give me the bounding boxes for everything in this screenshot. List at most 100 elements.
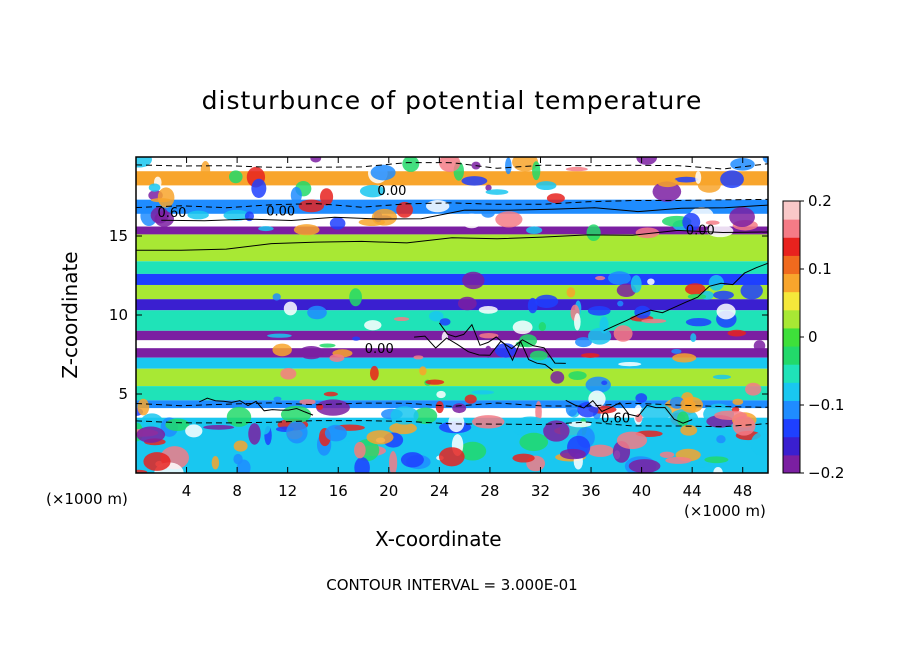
anomaly-patch-186 — [712, 374, 731, 380]
anomaly-patch-1 — [459, 441, 487, 461]
anomaly-patch-125 — [369, 365, 379, 381]
anomaly-patch-123 — [581, 353, 600, 358]
anomaly-patch-214 — [720, 170, 744, 189]
band-18 — [136, 400, 768, 409]
anomaly-patch-153 — [464, 394, 477, 404]
anomaly-patch-262 — [762, 157, 768, 164]
anomaly-patch-166 — [329, 354, 345, 362]
anomaly-patch-74 — [665, 456, 692, 464]
contour-lines — [136, 162, 768, 428]
anomaly-patch-103 — [211, 456, 220, 470]
anomaly-patch-111 — [527, 297, 538, 314]
anomaly-patch-223 — [150, 207, 169, 224]
colorbar-swatch-12 — [783, 237, 800, 256]
colorbar-tick-label-4: −0.2 — [808, 464, 844, 482]
x-tick-label-8: 36 — [581, 482, 600, 500]
colorbar-swatch-1 — [783, 436, 800, 456]
anomaly-patch-232 — [402, 157, 420, 172]
anomaly-patch-23 — [691, 463, 712, 468]
anomaly-patch-183 — [680, 396, 703, 413]
x-tick-label-7: 32 — [531, 482, 550, 500]
chart-title: disturbunce of potential temperature — [201, 86, 703, 115]
x-tick-label-4: 20 — [379, 482, 398, 500]
anomaly-patch-79 — [519, 432, 549, 452]
anomaly-patch-248 — [438, 157, 461, 172]
anomaly-patch-202 — [674, 176, 699, 183]
anomaly-patch-122 — [708, 275, 724, 291]
anomaly-patch-263 — [371, 208, 397, 226]
anomaly-patch-169 — [587, 306, 611, 316]
anomaly-patch-254 — [536, 181, 557, 191]
anomaly-patch-40 — [640, 403, 672, 421]
anomaly-patch-258 — [150, 198, 171, 203]
contour-line-3 — [136, 229, 768, 251]
anomaly-patch-225 — [546, 193, 565, 204]
anomaly-patch-127 — [647, 278, 655, 285]
anomaly-patch-73 — [390, 406, 419, 425]
anomaly-patch-32 — [587, 444, 614, 457]
anomaly-patch-45 — [389, 422, 417, 435]
band-13 — [136, 340, 768, 349]
colorbar-tick-label-0: 0.2 — [808, 192, 832, 210]
colorbar-tick-label-3: −0.1 — [808, 396, 844, 414]
anomaly-patch-265 — [505, 157, 512, 175]
y-tick-label-0: 5 — [118, 385, 128, 403]
anomaly-patch-178 — [538, 322, 547, 332]
x-tick-label-5: 24 — [430, 482, 449, 500]
anomaly-patch-47 — [716, 435, 726, 444]
contour-line-8 — [603, 262, 768, 332]
anomaly-patch-207 — [223, 209, 250, 221]
anomaly-patch-84 — [354, 441, 366, 459]
x-tick-label-11: 48 — [733, 482, 752, 500]
anomaly-patch-82 — [165, 418, 190, 432]
x-tick-label-1: 8 — [232, 482, 242, 500]
anomaly-patch-239 — [657, 177, 678, 188]
anomaly-patch-136 — [319, 343, 336, 348]
anomaly-patch-174 — [672, 353, 697, 363]
anomaly-patch-168 — [690, 333, 697, 342]
anomaly-patch-112 — [550, 279, 563, 285]
anomaly-patch-210 — [695, 171, 702, 184]
contour-line-5 — [136, 420, 768, 428]
band-9 — [136, 284, 768, 300]
anomaly-patch-147 — [613, 325, 633, 342]
contour-line-7 — [438, 322, 554, 372]
anomaly-patch-69 — [512, 453, 535, 463]
anomaly-patch-114 — [608, 271, 631, 285]
anomaly-patch-141 — [299, 399, 316, 405]
anomaly-patch-172 — [352, 336, 361, 341]
anomaly-patch-185 — [588, 390, 606, 408]
anomaly-patch-267 — [705, 220, 720, 225]
anomaly-patch-35 — [472, 415, 505, 429]
band-19 — [136, 408, 768, 418]
x-tick-label-9: 40 — [632, 482, 651, 500]
band-14 — [136, 348, 768, 358]
anomaly-patch-184 — [425, 379, 445, 385]
band-10 — [136, 299, 768, 311]
anomaly-patch-56 — [354, 457, 370, 473]
contour-line-2 — [161, 204, 768, 222]
y-tick-label-2: 15 — [109, 227, 128, 245]
anomaly-patch-216 — [228, 170, 243, 184]
band-7 — [136, 261, 768, 274]
x-unit-right-label: (×1000 m) — [684, 502, 766, 520]
anomaly-patch-244 — [485, 184, 492, 191]
anomaly-patch-231 — [503, 185, 521, 199]
anomaly-patch-104 — [185, 424, 203, 438]
contour-line-10 — [565, 399, 693, 424]
y-tick-label-1: 10 — [109, 306, 128, 324]
anomaly-patch-72 — [628, 459, 661, 473]
anomaly-patch-34 — [704, 456, 729, 464]
anomaly-patch-144 — [529, 350, 548, 361]
anomaly-patch-266 — [586, 224, 601, 242]
anomaly-patch-188 — [462, 271, 485, 290]
anomaly-patch-208 — [293, 224, 320, 236]
anomaly-patch-230 — [200, 160, 211, 181]
anomaly-patch-81 — [732, 415, 756, 436]
colorbar: 0.2 0.1 0 −0.1 −0.2 — [782, 192, 844, 482]
anomaly-patch-116 — [685, 317, 712, 327]
anomaly-patch-28 — [203, 424, 235, 430]
contour-line-0 — [136, 162, 768, 170]
colorbar-swatch-14 — [783, 201, 800, 220]
